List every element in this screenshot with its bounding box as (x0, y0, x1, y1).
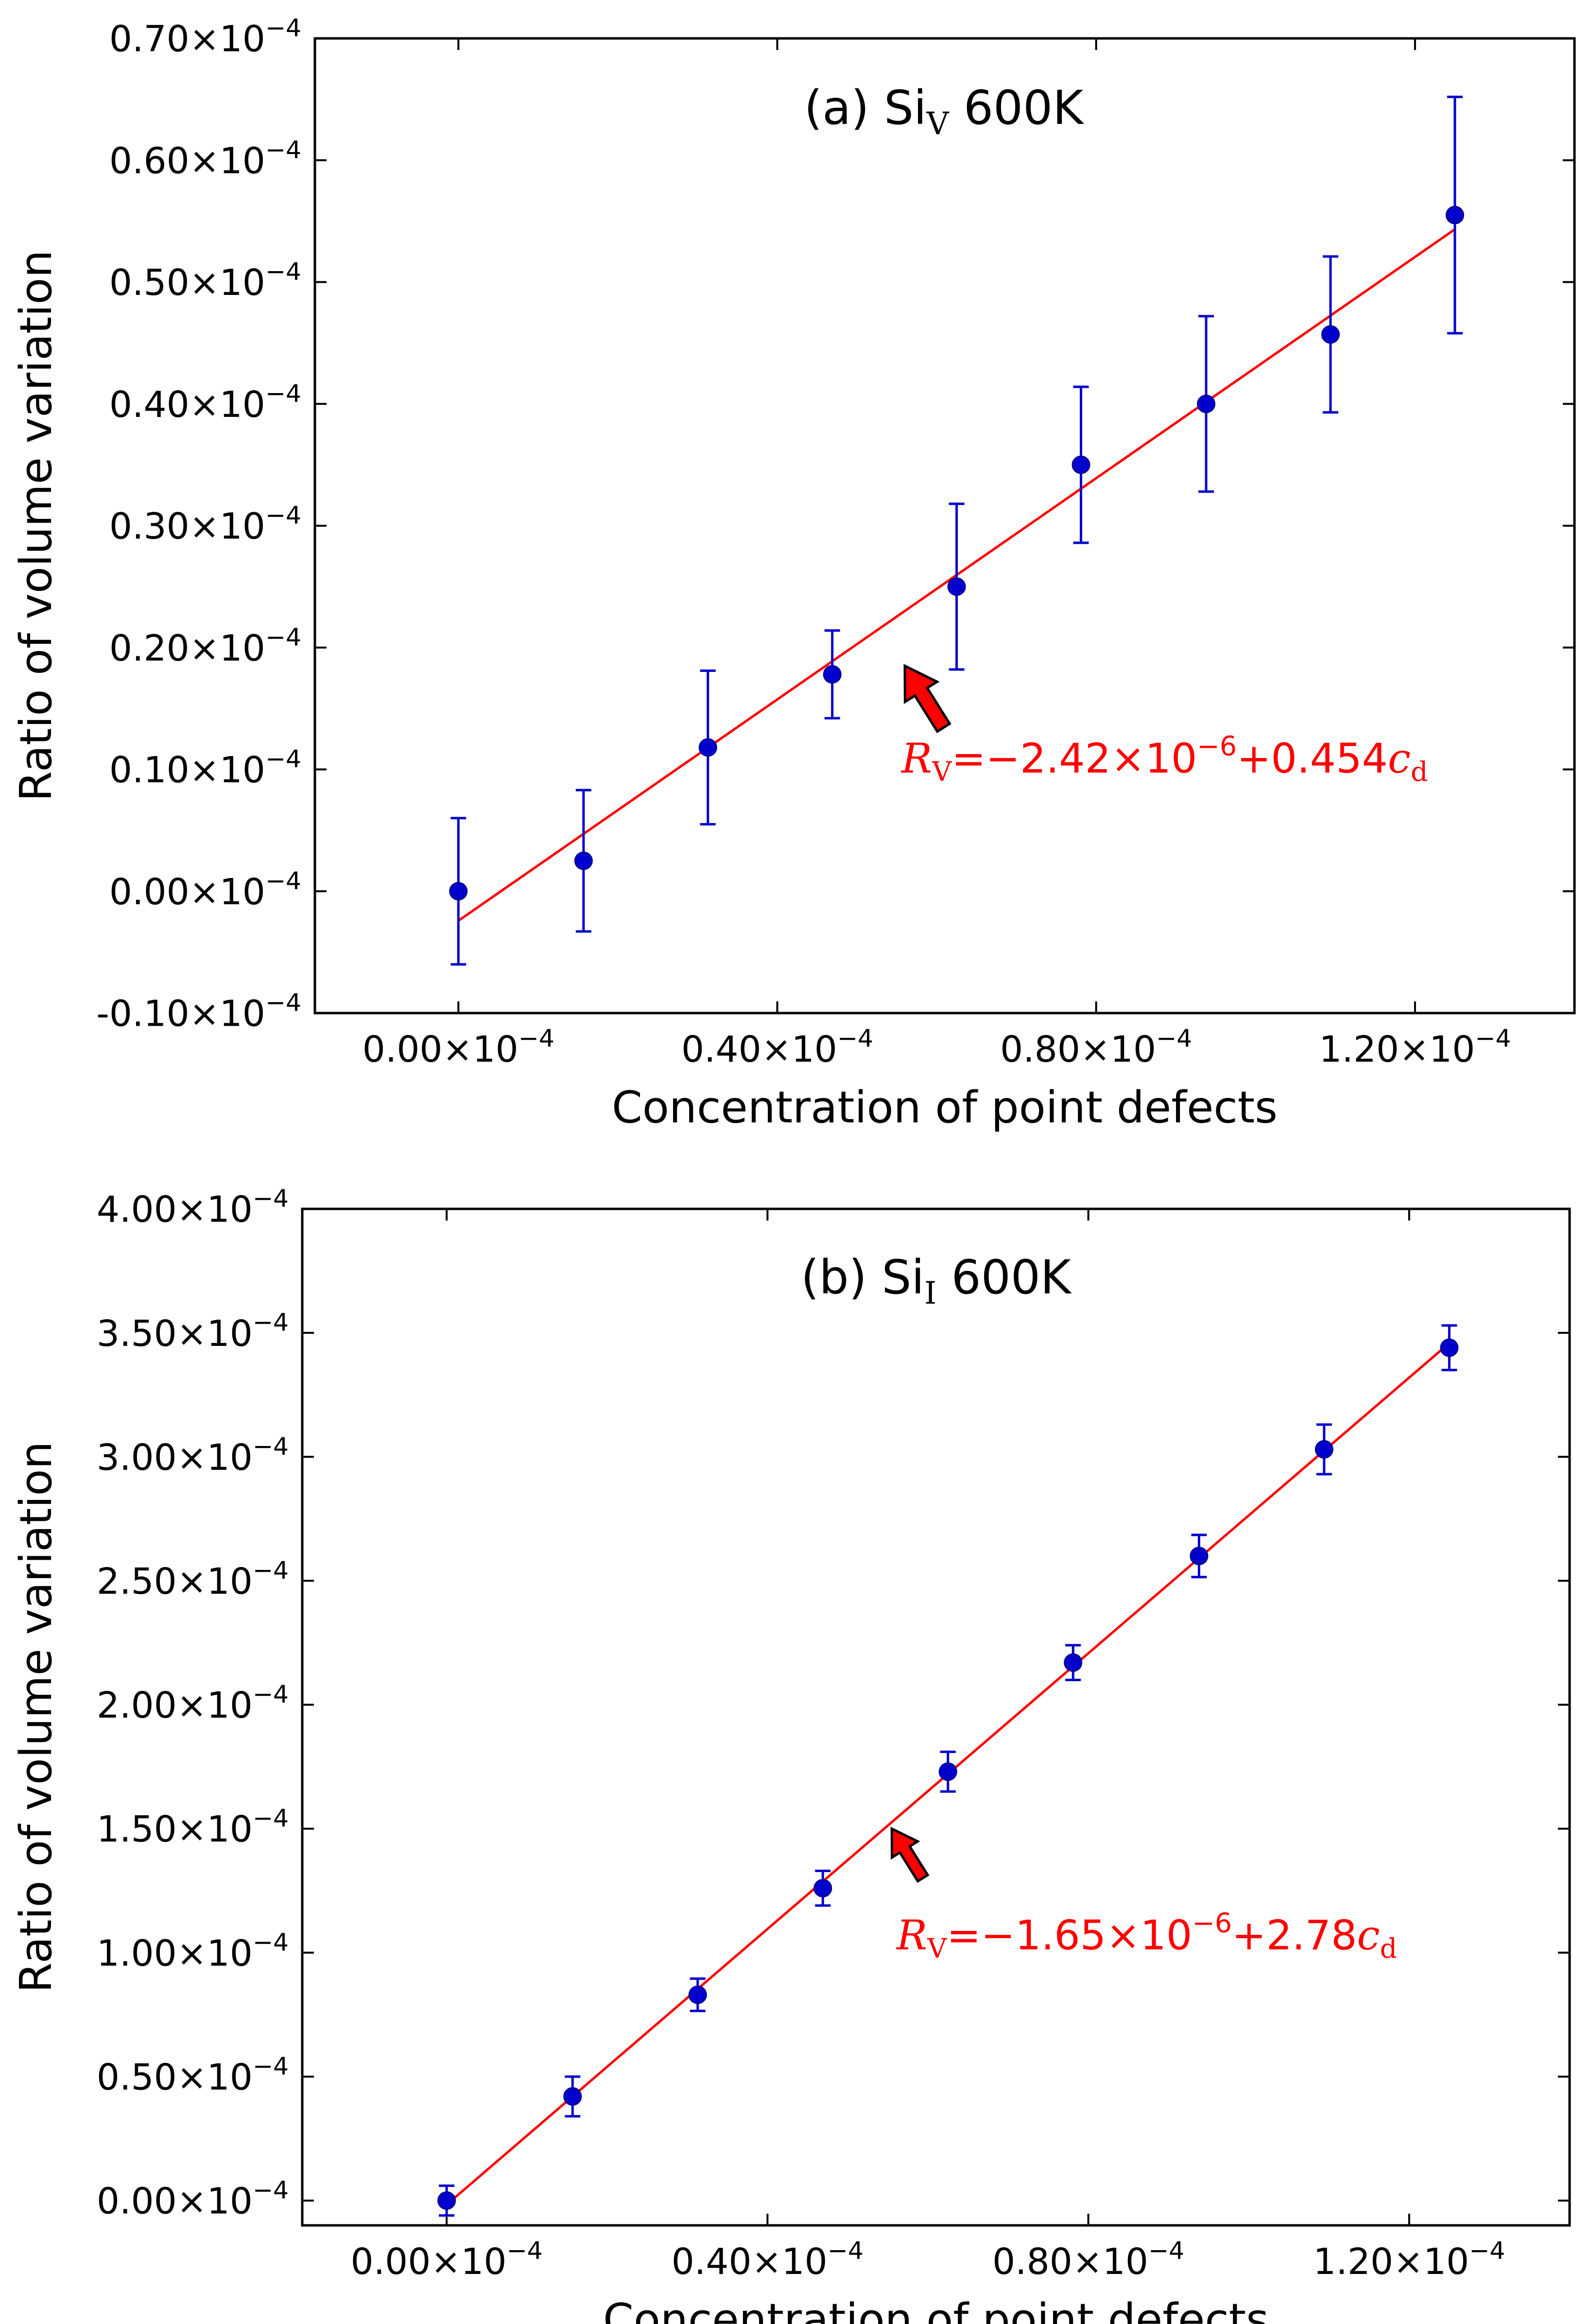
x-axis-label: Concentration of point defects (612, 1082, 1278, 1133)
y-axis-label: Ratio of volume variation (11, 250, 62, 801)
x-tick-label: 1.20×10−4 (1319, 1024, 1511, 1070)
x-tick-label: 0.80×10−4 (992, 2236, 1184, 2283)
y-tick-label: -0.10×10−4 (96, 988, 301, 1035)
data-point (1190, 1547, 1209, 1566)
y-tick-label: 1.00×10−4 (97, 1928, 289, 1974)
y-tick-label: 0.00×10−4 (109, 866, 301, 913)
x-tick-label: 0.00×10−4 (351, 2236, 543, 2283)
data-point (1445, 206, 1464, 224)
y-axis-label: Ratio of volume variation (11, 1441, 62, 1993)
chart-title: (a) SiV 600K (804, 81, 1084, 141)
data-point (813, 1879, 832, 1898)
y-tick-label: 0.10×10−4 (109, 744, 301, 791)
data-point (698, 738, 717, 757)
plot-frame (301, 1207, 1571, 2227)
data-point (823, 665, 842, 684)
annotation-arrow (890, 1826, 930, 1883)
data-point (563, 2087, 582, 2106)
data-point (574, 851, 593, 870)
x-tick-label: 0.00×10−4 (363, 1024, 554, 1070)
x-tick-label: 0.40×10−4 (672, 2236, 864, 2283)
y-tick-label: 0.50×10−4 (109, 257, 301, 304)
plot-frame (313, 37, 1576, 1015)
y-tick-label: 0.50×10−4 (97, 2051, 289, 2098)
y-tick-label: 0.60×10−4 (109, 135, 301, 182)
data-point (947, 577, 966, 596)
y-tick-label: 0.20×10−4 (109, 622, 301, 669)
x-tick-label: 1.20×10−4 (1313, 2236, 1505, 2283)
y-tick-label: 0.70×10−4 (109, 14, 301, 60)
data-point (688, 1985, 707, 2004)
x-tick-label: 0.40×10−4 (681, 1024, 873, 1070)
fit-equation: RV=−2.42×10−6+0.454cd (900, 731, 1428, 788)
y-tick-label: 2.00×10−4 (97, 1680, 289, 1726)
data-point (449, 882, 468, 901)
chart-a: -0.10×10−4 0.00×10−4 0.10×10−4 0.20×10−4 0.3… (11, 14, 1576, 1133)
annotation-arrow (903, 664, 951, 733)
fit-equation: RV=−1.65×10−6+2.78cd (896, 1908, 1397, 1964)
y-tick-label: 3.50×10−4 (97, 1308, 289, 1355)
y-tick-label: 3.00×10−4 (97, 1432, 289, 1479)
y-tick-label: 4.00×10−4 (97, 1184, 289, 1231)
y-tick-label: 0.40×10−4 (109, 379, 301, 426)
data-point (437, 2191, 456, 2210)
y-tick-label: 0.30×10−4 (109, 501, 301, 548)
y-tick-label: 1.50×10−4 (97, 1804, 289, 1850)
data-point (1314, 1440, 1333, 1459)
data-point (938, 1762, 957, 1781)
data-point (1197, 395, 1216, 413)
chart-title: (b) SiI 600K (801, 1250, 1072, 1311)
data-point (1072, 455, 1090, 474)
x-tick-label: 0.80×10−4 (1000, 1024, 1192, 1070)
y-tick-label: 2.50×10−4 (97, 1556, 289, 1602)
data-point (1440, 1338, 1459, 1357)
y-tick-label: 0.00×10−4 (97, 2176, 289, 2222)
data-point (1321, 325, 1340, 344)
data-point (1064, 1653, 1083, 1672)
x-axis-label: Concentration of point defects (603, 2294, 1269, 2324)
chart-b: 0.00×10−4 0.50×10−4 1.00×10−4 1.50×10−4 2.00… (11, 1184, 1571, 2324)
